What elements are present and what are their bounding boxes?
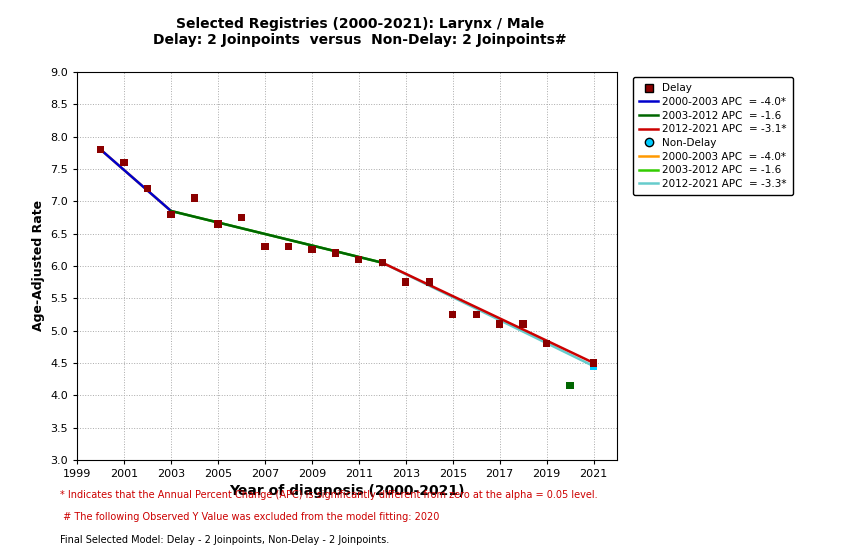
Text: Final Selected Model: Delay - 2 Joinpoints, Non-Delay - 2 Joinpoints.: Final Selected Model: Delay - 2 Joinpoin… xyxy=(60,535,389,545)
Point xyxy=(258,242,272,251)
Point xyxy=(328,249,342,258)
X-axis label: Year of diagnosis (2000-2021): Year of diagnosis (2000-2021) xyxy=(230,484,464,499)
Point xyxy=(423,278,436,286)
Point xyxy=(258,242,272,251)
Point xyxy=(305,245,319,254)
Text: * Indicates that the Annual Percent Change (APC) is significantly different from: * Indicates that the Annual Percent Chan… xyxy=(60,490,597,500)
Point xyxy=(305,245,319,254)
Point xyxy=(188,194,201,203)
Point xyxy=(493,320,506,329)
Point xyxy=(188,194,201,203)
Point xyxy=(141,184,154,193)
Point xyxy=(352,255,366,264)
Point xyxy=(423,278,436,286)
Point xyxy=(399,278,412,286)
Point xyxy=(563,381,577,390)
Point xyxy=(141,184,154,193)
Text: # The following Observed Y Value was excluded from the model fitting: 2020: # The following Observed Y Value was exc… xyxy=(60,512,440,522)
Point xyxy=(470,310,483,319)
Point xyxy=(516,320,530,329)
Point xyxy=(235,213,249,222)
Point xyxy=(211,219,225,228)
Y-axis label: Age-Adjusted Rate: Age-Adjusted Rate xyxy=(32,201,45,331)
Text: Selected Registries (2000-2021): Larynx / Male
Delay: 2 Joinpoints  versus  Non-: Selected Registries (2000-2021): Larynx … xyxy=(153,17,566,47)
Point xyxy=(446,310,459,319)
Point xyxy=(235,213,249,222)
Point xyxy=(282,242,296,251)
Point xyxy=(165,210,178,219)
Point xyxy=(117,158,131,167)
Point xyxy=(117,158,131,167)
Point xyxy=(352,255,366,264)
Point xyxy=(375,258,389,267)
Point xyxy=(93,145,107,154)
Point xyxy=(165,210,178,219)
Point xyxy=(375,258,389,267)
Point xyxy=(516,320,530,329)
Point xyxy=(470,310,483,319)
Point xyxy=(211,219,225,228)
Point xyxy=(399,278,412,286)
Point xyxy=(540,339,554,348)
Point xyxy=(493,320,506,329)
Point xyxy=(587,362,601,371)
Legend: Delay, 2000-2003 APC  = -4.0*, 2003-2012 APC  = -1.6, 2012-2021 APC  = -3.1*, No: Delay, 2000-2003 APC = -4.0*, 2003-2012 … xyxy=(633,77,793,195)
Point xyxy=(93,145,107,154)
Point xyxy=(328,249,342,258)
Point xyxy=(446,310,459,319)
Point xyxy=(282,242,296,251)
Point xyxy=(587,358,601,367)
Point xyxy=(540,339,554,348)
